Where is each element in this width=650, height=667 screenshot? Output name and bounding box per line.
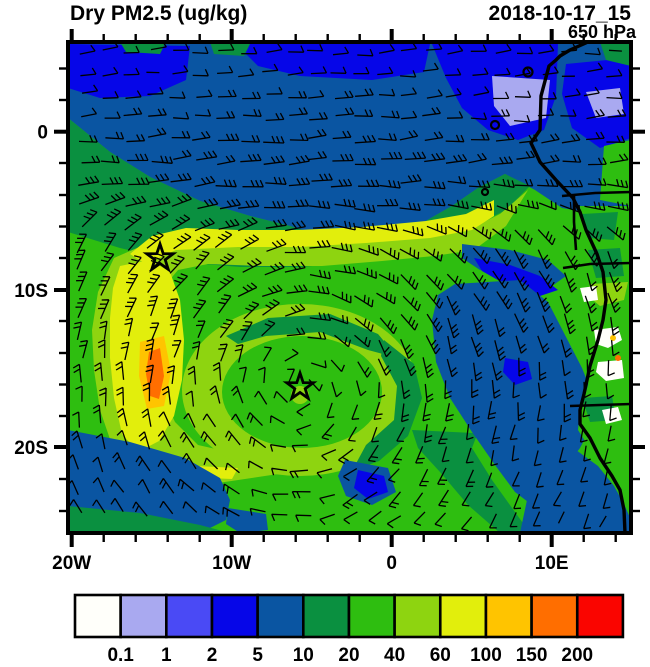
colorbar-labels: 0.1 1 2 5 10 20 40 60 100 150 200: [107, 645, 593, 666]
colorbar-label: 1: [161, 645, 172, 666]
colorbar-cell: [73, 593, 122, 639]
axis-ticks: [54, 29, 645, 547]
contour-region: [596, 360, 624, 381]
contour-region: [68, 44, 190, 98]
colorbar-cell: [210, 593, 259, 639]
contour-region: [130, 200, 494, 264]
contour-region: [600, 140, 631, 206]
contour-region: [68, 506, 230, 533]
contour-region: [474, 258, 558, 296]
contour-region: [600, 42, 631, 66]
star-marker: [282, 368, 318, 402]
colorbar-cell: [575, 593, 625, 639]
star-marker: [142, 239, 178, 273]
contour-region: [462, 244, 566, 286]
colorbar-label: 200: [561, 645, 593, 666]
x-axis-tick-label: 0: [386, 553, 397, 574]
contour-region: [520, 450, 631, 533]
colorbar: [73, 593, 625, 639]
coastline: [529, 42, 627, 533]
contour-region: [615, 355, 621, 361]
page-title: Dry PM2.5 (ug/kg): [70, 2, 248, 25]
colorbar-cell: [347, 593, 396, 639]
colorbar-cell: [301, 593, 351, 639]
contour-region: [120, 42, 165, 54]
colorbar-label: 60: [430, 645, 451, 666]
colorbar-label: 10: [293, 645, 314, 666]
contour-region: [352, 340, 422, 471]
y-axis-tick-label: 0: [37, 123, 48, 144]
colorbar-cell: [530, 593, 579, 639]
colorbar-cell: [438, 593, 488, 639]
timestamp: 2018-10-17_15: [488, 2, 631, 25]
y-axis-tick-label: 10S: [14, 281, 48, 302]
colorbar-cell: [393, 593, 442, 639]
colorbar-label: 20: [338, 645, 359, 666]
x-axis-tick-label: 10W: [212, 553, 251, 574]
x-axis-tick-label: 20W: [52, 553, 91, 574]
colorbar-cell: [119, 593, 168, 639]
x-axis-tick-label: 10E: [535, 553, 569, 574]
colorbar-label: 5: [252, 645, 263, 666]
island-outline: [480, 187, 490, 197]
colorbar-cell: [484, 593, 533, 639]
axis-labels: 0 10S 20S 20W 10W 0 10E: [14, 123, 568, 574]
wind-barbs: [68, 42, 629, 532]
colorbar-label: 2: [207, 645, 218, 666]
colorbar-cell: [256, 593, 305, 639]
colorbar-label: 0.1: [107, 645, 134, 666]
contour-region: [68, 430, 230, 533]
island-outline: [489, 119, 501, 131]
contour-region: [354, 470, 388, 499]
country-border: [572, 196, 578, 251]
contour-region: [503, 358, 532, 385]
map-frame: [66, 40, 633, 535]
country-border: [562, 261, 631, 270]
pressure-level: 650 hPa: [567, 22, 636, 42]
colorbar-label: 40: [384, 645, 405, 666]
island-outline: [522, 66, 534, 78]
contour-region: [492, 76, 550, 126]
colorbar-label: 100: [470, 645, 502, 666]
colorbar-label: 150: [516, 645, 548, 666]
map-layers: [68, 42, 631, 533]
contour-region: [602, 407, 622, 424]
colorbar-cell: [165, 593, 214, 639]
contour-region: [146, 348, 164, 399]
country-border: [561, 190, 631, 198]
contour-region: [610, 335, 616, 341]
y-axis-tick-label: 20S: [14, 438, 48, 459]
contour-region: [210, 42, 250, 56]
